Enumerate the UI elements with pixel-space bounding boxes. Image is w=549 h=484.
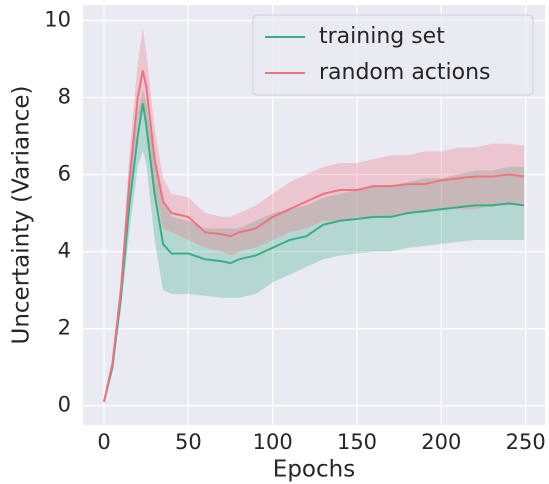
x-tick-label: 250 xyxy=(506,430,546,454)
y-tick-label: 2 xyxy=(58,316,71,340)
legend-label: training set xyxy=(319,24,445,49)
y-axis-label: Uncertainty (Variance) xyxy=(9,86,35,345)
x-tick-label: 200 xyxy=(421,430,461,454)
y-tick-label: 10 xyxy=(44,7,71,31)
legend-label: random actions xyxy=(319,60,491,85)
line xyxy=(103,103,525,403)
legend-box xyxy=(252,14,534,96)
band xyxy=(104,28,524,404)
x-tick-label: 150 xyxy=(337,430,377,454)
y-tick-label: 6 xyxy=(58,162,71,186)
y-tick-label: 8 xyxy=(58,84,71,108)
x-tick-label: 50 xyxy=(175,430,202,454)
band xyxy=(104,89,524,404)
y-tick-label: 4 xyxy=(58,239,71,263)
x-tick-label: 0 xyxy=(97,430,110,454)
line xyxy=(103,70,525,403)
x-tick-label: 100 xyxy=(253,430,293,454)
y-tick-label: 0 xyxy=(58,393,71,417)
x-axis-label: Epochs xyxy=(273,457,355,483)
